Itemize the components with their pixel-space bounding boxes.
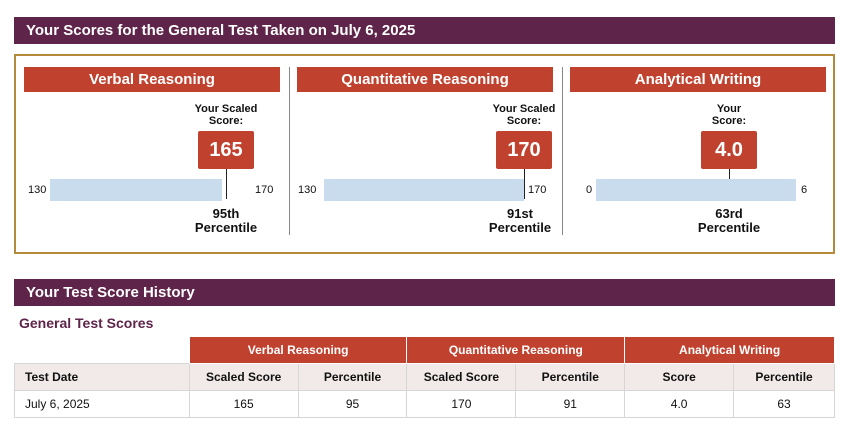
score-label-line2: Score: (711, 115, 747, 127)
history-banner: Your Test Score History (14, 279, 835, 306)
cell-writing-score: 4.0 (624, 390, 735, 418)
quant-percentile: 91st Percentile (475, 207, 565, 235)
writing-max: 6 (801, 184, 808, 196)
verbal-section: Verbal Reasoning Your Scaled Score: 165 … (24, 67, 280, 247)
section-divider (562, 67, 563, 235)
writing-percentile: 63rd Percentile (684, 207, 774, 235)
score-label-line1: Your Scaled (194, 103, 258, 115)
col-test-date: Test Date (14, 363, 190, 391)
score-label-line2: Score: (506, 115, 542, 127)
verbal-percentile: 95th Percentile (181, 207, 271, 235)
percentile-word: Percentile (697, 220, 761, 235)
cell-quant-score: 170 (406, 390, 517, 418)
verbal-score-bar (50, 179, 222, 201)
writing-min: 0 (586, 184, 593, 196)
col-verbal-score: Scaled Score (188, 363, 299, 391)
quant-score-badge: 170 (496, 131, 552, 169)
percentile-word: Percentile (488, 220, 552, 235)
writing-score-bar (596, 179, 796, 201)
quant-max: 170 (528, 184, 547, 196)
percentile-rank: 63rd (715, 206, 743, 221)
writing-title: Analytical Writing (570, 67, 826, 92)
quant-score-marker (524, 169, 525, 199)
verbal-max: 170 (255, 184, 274, 196)
score-label-line1: Your (716, 103, 742, 115)
quant-min: 130 (298, 184, 317, 196)
empty-cell (14, 336, 190, 364)
quant-title: Quantitative Reasoning (297, 67, 553, 92)
verbal-score-label: Your Scaled Score: (186, 103, 266, 127)
verbal-score-marker (226, 169, 227, 199)
writing-score-label: Your Score: (689, 103, 769, 127)
group-quant: Quantitative Reasoning (406, 336, 626, 364)
writing-score-badge: 4.0 (701, 131, 757, 169)
col-writing-score: Score (624, 363, 735, 391)
column-header-row: Test Date Scaled Score Percentile Scaled… (14, 363, 835, 391)
score-history-table: Verbal Reasoning Quantitative Reasoning … (14, 336, 835, 418)
score-panels: Verbal Reasoning Your Scaled Score: 165 … (14, 54, 835, 254)
table-row: July 6, 2025 165 95 170 91 4.0 63 (14, 390, 835, 418)
cell-quant-percentile: 91 (515, 390, 626, 418)
cell-test-date: July 6, 2025 (14, 390, 190, 418)
percentile-rank: 91st (506, 206, 534, 221)
group-verbal: Verbal Reasoning (188, 336, 408, 364)
writing-section: Analytical Writing Your Score: 4.0 0 6 6… (570, 67, 826, 247)
history-subtitle: General Test Scores (19, 315, 154, 331)
cell-writing-percentile: 63 (733, 390, 835, 418)
verbal-min: 130 (28, 184, 47, 196)
col-quant-score: Scaled Score (406, 363, 517, 391)
percentile-rank: 95th (212, 206, 240, 221)
quant-section: Quantitative Reasoning Your Scaled Score… (297, 67, 555, 247)
score-label-line1: Your Scaled (492, 103, 556, 115)
verbal-score-badge: 165 (198, 131, 254, 169)
verbal-title: Verbal Reasoning (24, 67, 280, 92)
quant-score-bar (324, 179, 524, 201)
section-divider (289, 67, 290, 235)
quant-score-label: Your Scaled Score: (484, 103, 564, 127)
percentile-word: Percentile (194, 220, 258, 235)
scores-banner: Your Scores for the General Test Taken o… (14, 17, 835, 44)
cell-verbal-score: 165 (188, 390, 299, 418)
col-verbal-percentile: Percentile (297, 363, 408, 391)
group-writing: Analytical Writing (624, 336, 835, 364)
group-header-row: Verbal Reasoning Quantitative Reasoning … (14, 336, 835, 364)
col-writing-percentile: Percentile (733, 363, 835, 391)
cell-verbal-percentile: 95 (297, 390, 408, 418)
score-label-line2: Score: (208, 115, 244, 127)
col-quant-percentile: Percentile (515, 363, 626, 391)
